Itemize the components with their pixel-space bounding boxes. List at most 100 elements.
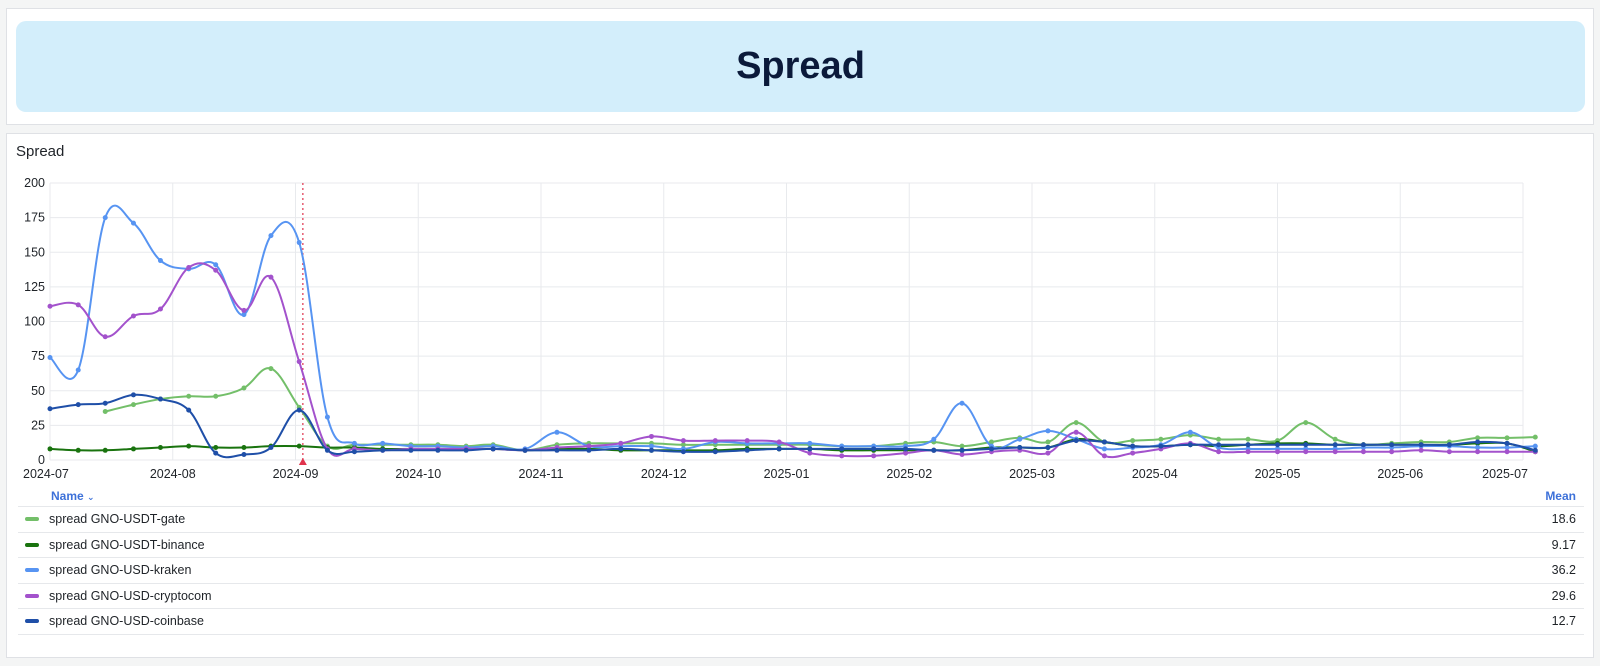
series-point	[618, 446, 624, 452]
series-point	[1073, 438, 1079, 444]
series-point	[648, 443, 654, 449]
legend-series-mean: 29.6	[1551, 588, 1576, 603]
series-point	[1216, 449, 1222, 455]
x-tick-label: 2024-07	[23, 467, 69, 481]
series-point	[744, 438, 750, 444]
series-point	[241, 307, 247, 313]
legend-name-header[interactable]: Name ⌄	[51, 488, 95, 503]
series-point	[1303, 420, 1309, 426]
series-point	[1418, 447, 1424, 453]
legend-row[interactable]: spread GNO-USD-cryptocom 29.6	[18, 584, 1584, 609]
x-tick-label: 2025-04	[1132, 467, 1178, 481]
series-point	[1332, 449, 1338, 455]
series-point	[130, 313, 136, 319]
legend-series-name: spread GNO-USD-kraken	[49, 563, 192, 578]
series-point	[586, 447, 592, 453]
series-point	[130, 220, 136, 226]
series-point	[1303, 442, 1309, 448]
panel-title: Spread	[16, 143, 65, 160]
legend-mean-header[interactable]: Mean	[1545, 488, 1576, 503]
series-point	[1216, 436, 1222, 442]
series-point	[648, 433, 654, 439]
series-point	[47, 303, 53, 309]
series-point	[1158, 443, 1164, 449]
series-point	[1418, 442, 1424, 448]
series-point	[186, 393, 192, 399]
series-point	[988, 446, 994, 452]
series-point	[1017, 436, 1023, 442]
series-point	[903, 446, 909, 452]
x-tick-label: 2024-09	[273, 467, 319, 481]
series-point	[268, 366, 274, 372]
legend-color-swatch	[25, 619, 39, 624]
series-point	[959, 443, 965, 449]
series-point	[522, 447, 528, 453]
x-tick-label: 2024-12	[641, 467, 687, 481]
series-point	[1332, 436, 1338, 442]
series-point	[1073, 429, 1079, 435]
series-point	[1130, 438, 1136, 444]
series-point	[268, 233, 274, 239]
series-point	[1360, 442, 1366, 448]
series-point	[903, 450, 909, 456]
series-point	[75, 302, 81, 308]
series-point	[102, 334, 108, 340]
series-point	[213, 393, 219, 399]
legend-row[interactable]: spread GNO-USD-kraken 36.2	[18, 558, 1584, 584]
legend-header: Name ⌄ Mean	[18, 485, 1584, 507]
legend-series-mean: 18.6	[1551, 512, 1576, 527]
series-point	[1360, 449, 1366, 455]
series-point	[102, 409, 108, 415]
y-tick-label: 100	[24, 315, 45, 329]
series-point	[648, 447, 654, 453]
series-line	[49, 204, 1536, 451]
series-point	[186, 407, 192, 413]
series-point	[130, 402, 136, 408]
series-point	[680, 442, 686, 448]
legend-series-name: spread GNO-USDT-gate	[49, 512, 186, 527]
legend-color-swatch	[25, 568, 39, 573]
legend-rows: spread GNO-USDT-gate 18.6 spread GNO-USDT-…	[18, 507, 1584, 635]
series-point	[490, 446, 496, 452]
series-point	[554, 447, 560, 453]
series-point	[296, 443, 302, 449]
legend-row[interactable]: spread GNO-USDT-gate 18.6	[18, 507, 1584, 533]
series-point	[186, 443, 192, 449]
legend-table: Name ⌄ Mean spread GNO-USDT-gate 18.6 spre…	[18, 485, 1584, 635]
x-tick-label: 2025-02	[886, 467, 932, 481]
series-point	[47, 355, 53, 361]
annotation-marker[interactable]	[298, 183, 307, 465]
y-tick-label: 150	[24, 245, 45, 259]
series-point	[1275, 442, 1280, 448]
series-point	[213, 450, 219, 456]
series-point	[1532, 443, 1538, 449]
legend-series-mean: 12.7	[1551, 614, 1576, 629]
y-tick-label: 200	[24, 176, 45, 190]
header-panel: Spread	[6, 8, 1594, 125]
legend-series-name: spread GNO-USDT-binance	[49, 537, 205, 552]
y-tick-label: 175	[24, 211, 45, 225]
x-tick-label: 2024-10	[395, 467, 441, 481]
series-point	[988, 439, 994, 445]
series-point	[839, 446, 845, 452]
series-point	[1504, 435, 1510, 441]
legend-row[interactable]: spread GNO-USDT-binance 9.17	[18, 533, 1584, 558]
chart-panel: 0 25 50 75 100 125 150 175 200 2024-07 2024-08 202…	[6, 133, 1594, 658]
series-line	[49, 393, 1536, 459]
series-point	[1532, 447, 1538, 453]
series-point	[1475, 435, 1481, 441]
series-point	[871, 453, 877, 459]
series-point	[959, 447, 965, 453]
series-point	[130, 446, 136, 452]
series-point	[351, 449, 357, 455]
series-point	[871, 446, 877, 452]
series-point	[241, 451, 247, 457]
series-point	[463, 447, 469, 453]
series-point	[213, 267, 219, 273]
legend-row[interactable]: spread GNO-USD-coinbase 12.7	[18, 609, 1584, 635]
series-point	[1504, 445, 1510, 451]
x-tick-label: 2025-03	[1009, 467, 1055, 481]
series-point	[931, 447, 937, 453]
series-point	[75, 447, 81, 453]
